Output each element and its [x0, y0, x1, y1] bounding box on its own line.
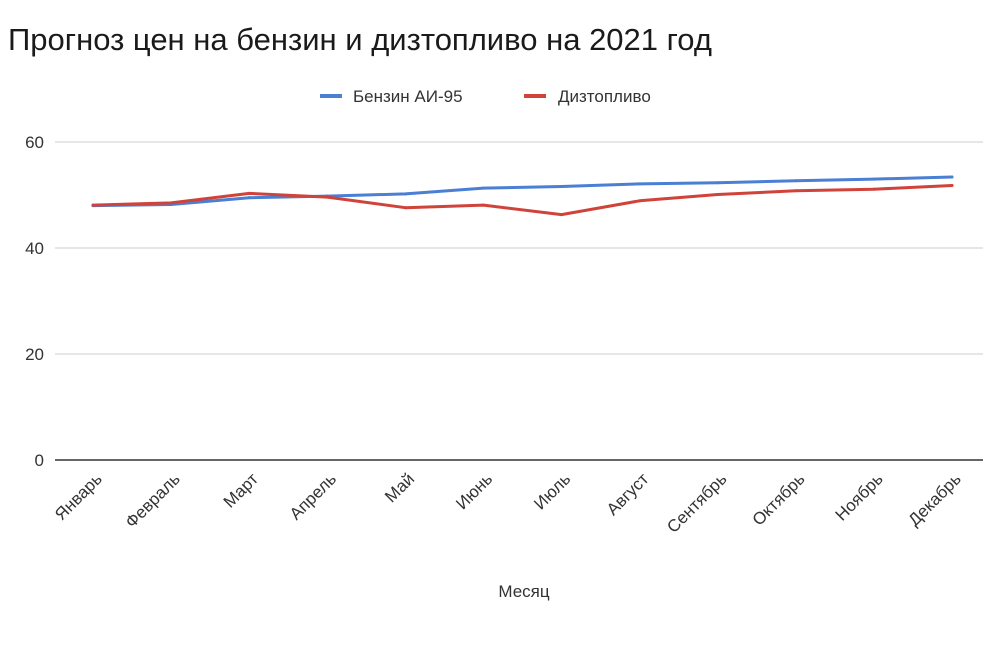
x-tick-label: Июнь: [452, 469, 496, 513]
x-tick-label: Май: [381, 469, 418, 506]
data-point: [794, 179, 798, 183]
legend-label: Бензин АИ-95: [353, 87, 463, 106]
y-tick-label: 20: [25, 345, 44, 364]
x-tick-label: Февраль: [122, 469, 184, 531]
data-point: [169, 201, 173, 205]
x-axis-title: Месяц: [498, 582, 550, 601]
x-tick-label: Декабрь: [905, 469, 965, 529]
data-point: [560, 185, 564, 189]
gridlines: [55, 141, 983, 461]
series-lines: [91, 175, 954, 217]
x-tick-label: Август: [603, 469, 653, 519]
data-point: [91, 203, 95, 207]
data-point: [403, 206, 407, 210]
chart-title: Прогноз цен на бензин и дизтопливо на 20…: [8, 22, 712, 57]
data-point: [950, 183, 954, 187]
x-tick-label: Октябрь: [749, 469, 809, 529]
data-point: [716, 192, 720, 196]
series-line-2: [91, 184, 954, 217]
axes: 0 20 40 60 Январь Февраль Март Апрель Май Июнь Июл…: [25, 133, 965, 537]
x-tick-label: Март: [220, 469, 262, 511]
data-point: [794, 189, 798, 193]
legend-label: Дизтопливо: [558, 87, 651, 106]
x-tick-label: Сентябрь: [663, 469, 730, 536]
data-point: [872, 177, 876, 181]
x-tick-label: Ноябрь: [832, 469, 887, 524]
data-point: [325, 195, 329, 199]
data-point: [638, 199, 642, 203]
data-point: [403, 192, 407, 196]
y-tick-label: 0: [35, 451, 44, 470]
data-point: [950, 175, 954, 179]
y-tick-label: 60: [25, 133, 44, 152]
data-point: [247, 191, 251, 195]
data-point: [638, 182, 642, 186]
x-tick-label: Январь: [51, 469, 106, 524]
data-point: [560, 213, 564, 217]
x-tick-label: Июль: [530, 469, 574, 513]
data-point: [481, 186, 485, 190]
x-tick-label: Апрель: [286, 469, 340, 523]
legend: Бензин АИ-95 Дизтопливо: [320, 87, 651, 106]
data-point: [716, 181, 720, 185]
y-tick-label: 40: [25, 239, 44, 258]
data-point: [247, 196, 251, 200]
data-point: [872, 187, 876, 191]
series-line-1: [91, 175, 954, 208]
data-point: [481, 203, 485, 207]
